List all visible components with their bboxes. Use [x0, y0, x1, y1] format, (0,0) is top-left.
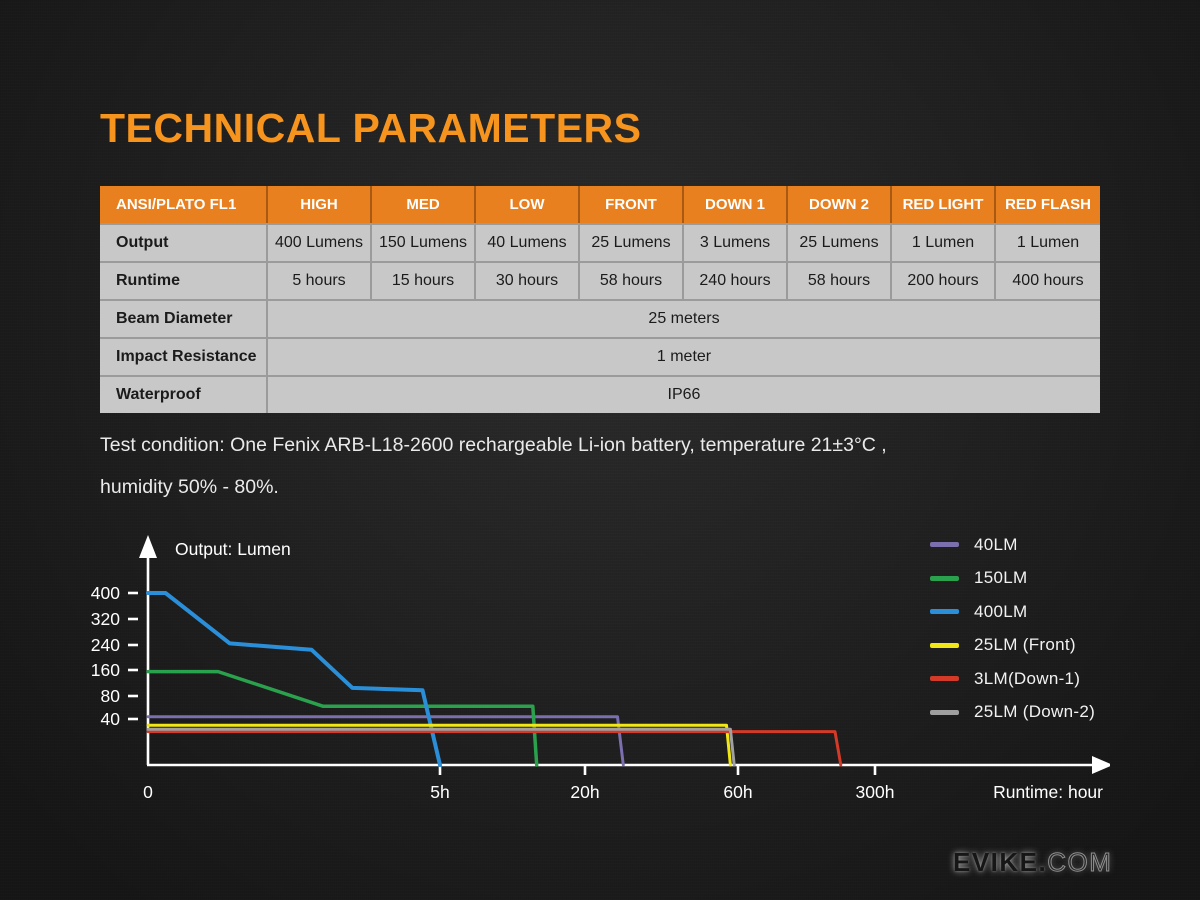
table-cell: 25 Lumens [788, 223, 892, 261]
legend-swatch-icon [930, 575, 959, 581]
legend-item: 3LM(Down-1) [930, 662, 1095, 696]
x-tick-label: 300h [856, 782, 895, 802]
y-tick-label: 160 [91, 660, 120, 680]
y-tick-label: 400 [91, 583, 120, 603]
table-span-cell: 25 meters [268, 299, 1100, 337]
runtime-chart: 400 320 240 160 80 40 0 5h 20h 60h 300h Output: Lum… [90, 528, 1110, 818]
table-header-cell: HIGH [268, 186, 372, 223]
table-cell: 400 hours [996, 261, 1100, 299]
table-cell: 150 Lumens [372, 223, 476, 261]
y-axis-title: Output: Lumen [175, 539, 291, 559]
table-cell: 240 hours [684, 261, 788, 299]
legend-item: 25LM (Front) [930, 629, 1095, 663]
watermark: EVIKE.COM [953, 847, 1112, 878]
test-condition-line1: Test condition: One Fenix ARB-L18-2600 r… [100, 434, 887, 456]
x-tick-label: 20h [570, 782, 599, 802]
table-header-cell: DOWN 2 [788, 186, 892, 223]
table-cell: 5 hours [268, 261, 372, 299]
table-header-cell: MED [372, 186, 476, 223]
legend-label: 25LM (Down-2) [974, 702, 1096, 722]
table-row-label: Output [100, 223, 268, 261]
legend-label: 150LM [974, 568, 1028, 588]
legend-swatch-icon [930, 642, 959, 648]
series-line-3lm-down-1- [146, 730, 843, 767]
test-condition-text: Test condition: One Fenix ARB-L18-2600 r… [100, 424, 1080, 508]
legend-label: 25LM (Front) [974, 635, 1076, 655]
legend-item: 25LM (Down-2) [930, 696, 1095, 730]
watermark-brand: EVIKE. [953, 847, 1048, 877]
table-cell: 3 Lumens [684, 223, 788, 261]
legend-label: 400LM [974, 601, 1028, 621]
legend-swatch-icon [930, 542, 959, 548]
y-axis-arrow-icon [139, 535, 157, 558]
chart-legend: 40LM 150LM 400LM 25LM (Front) 3LM(Down-1) 25L… [930, 528, 1095, 729]
table-row-label: Runtime [100, 261, 268, 299]
y-tick-label: 320 [91, 609, 120, 629]
x-tick-label: 0 [143, 782, 153, 802]
test-condition-line2: humidity 50% - 80%. [100, 476, 279, 498]
table-cell: 1 Lumen [996, 223, 1100, 261]
table-cell: 58 hours [788, 261, 892, 299]
table-cell: 400 Lumens [268, 223, 372, 261]
table-span-cell: 1 meter [268, 337, 1100, 375]
series-line-400lm [146, 591, 442, 767]
series-line-25lm-down-2- [146, 727, 736, 767]
y-tick-label: 40 [101, 709, 121, 729]
table-header-cell: DOWN 1 [684, 186, 788, 223]
x-axis-arrow-icon [1092, 756, 1110, 774]
legend-item: 40LM [930, 528, 1095, 562]
table-cell: 200 hours [892, 261, 996, 299]
series-line-25lm-front- [146, 723, 732, 767]
table-cell: 58 hours [580, 261, 684, 299]
spec-table: ANSI/PLATO FL1 HIGH MED LOW FRONT DOWN 1 DOWN … [100, 186, 1100, 413]
table-cell: 40 Lumens [476, 223, 580, 261]
y-tick-label: 240 [91, 635, 120, 655]
table-cell: 30 hours [476, 261, 580, 299]
table-row-label: Impact Resistance [100, 337, 268, 375]
y-tick-label: 80 [101, 686, 121, 706]
table-header-cell: FRONT [580, 186, 684, 223]
page-title: TECHNICAL PARAMETERS [100, 105, 642, 151]
table-cell: 25 Lumens [580, 223, 684, 261]
series-line-40lm [146, 715, 625, 767]
legend-label: 40LM [974, 534, 1018, 554]
table-header-cell: RED LIGHT [892, 186, 996, 223]
x-tick-label: 5h [430, 782, 449, 802]
legend-label: 3LM(Down-1) [974, 668, 1081, 688]
table-row-label: Waterproof [100, 375, 268, 413]
x-tick-label: 60h [723, 782, 752, 802]
legend-item: 400LM [930, 595, 1095, 629]
legend-item: 150LM [930, 562, 1095, 596]
legend-swatch-icon [930, 676, 959, 682]
watermark-domain: COM [1047, 847, 1113, 878]
legend-swatch-icon [930, 609, 959, 615]
table-cell: 1 Lumen [892, 223, 996, 261]
table-header-cell: RED FLASH [996, 186, 1100, 223]
table-row-label: Beam Diameter [100, 299, 268, 337]
table-cell: 15 hours [372, 261, 476, 299]
table-header-cell: ANSI/PLATO FL1 [100, 186, 268, 223]
table-header-cell: LOW [476, 186, 580, 223]
x-axis-title: Runtime: hour [993, 782, 1103, 802]
legend-swatch-icon [930, 709, 959, 715]
table-span-cell: IP66 [268, 375, 1100, 413]
